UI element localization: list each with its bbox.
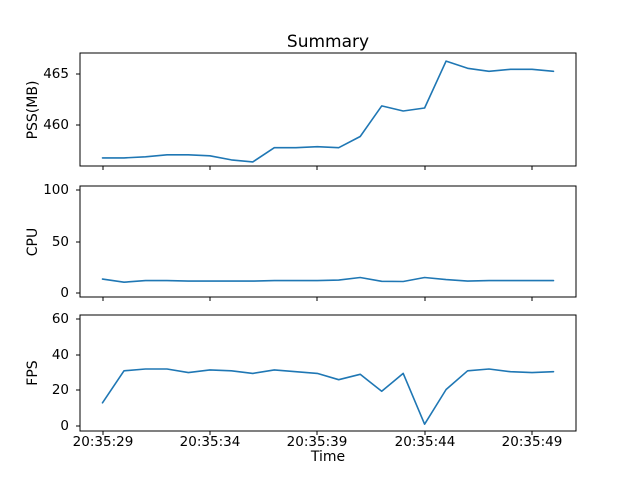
cpu-line (101, 276, 555, 284)
y-tick-label: 60 (51, 311, 69, 327)
x-tick-label: 20:35:49 (501, 434, 563, 450)
y-tick-label: 100 (43, 182, 69, 198)
pss-line (101, 60, 555, 163)
x-tick-label: 20:35:29 (72, 434, 134, 450)
y-tick-label: 460 (43, 117, 69, 133)
fps-line (101, 368, 555, 426)
x-axis-label: Time (310, 449, 346, 465)
y-tick-label: 50 (51, 234, 69, 250)
x-tick-label: 20:35:34 (179, 434, 241, 450)
subplot-fps (76, 314, 577, 435)
y-tick-label: 465 (43, 66, 69, 82)
y-tick-label: 0 (60, 418, 69, 434)
y-tick-label: 20 (51, 382, 69, 398)
x-tick-label: 20:35:44 (394, 434, 456, 450)
subplot-cpu (76, 185, 577, 301)
pss-plot-frame (79, 52, 577, 167)
x-tick-label: 20:35:39 (286, 434, 348, 450)
y-tick-label: 40 (51, 347, 69, 363)
y-tick-label: 0 (60, 285, 69, 301)
subplot-pss (76, 52, 577, 170)
fps-plot-frame (79, 314, 577, 432)
chart-title: Summary (286, 32, 370, 52)
